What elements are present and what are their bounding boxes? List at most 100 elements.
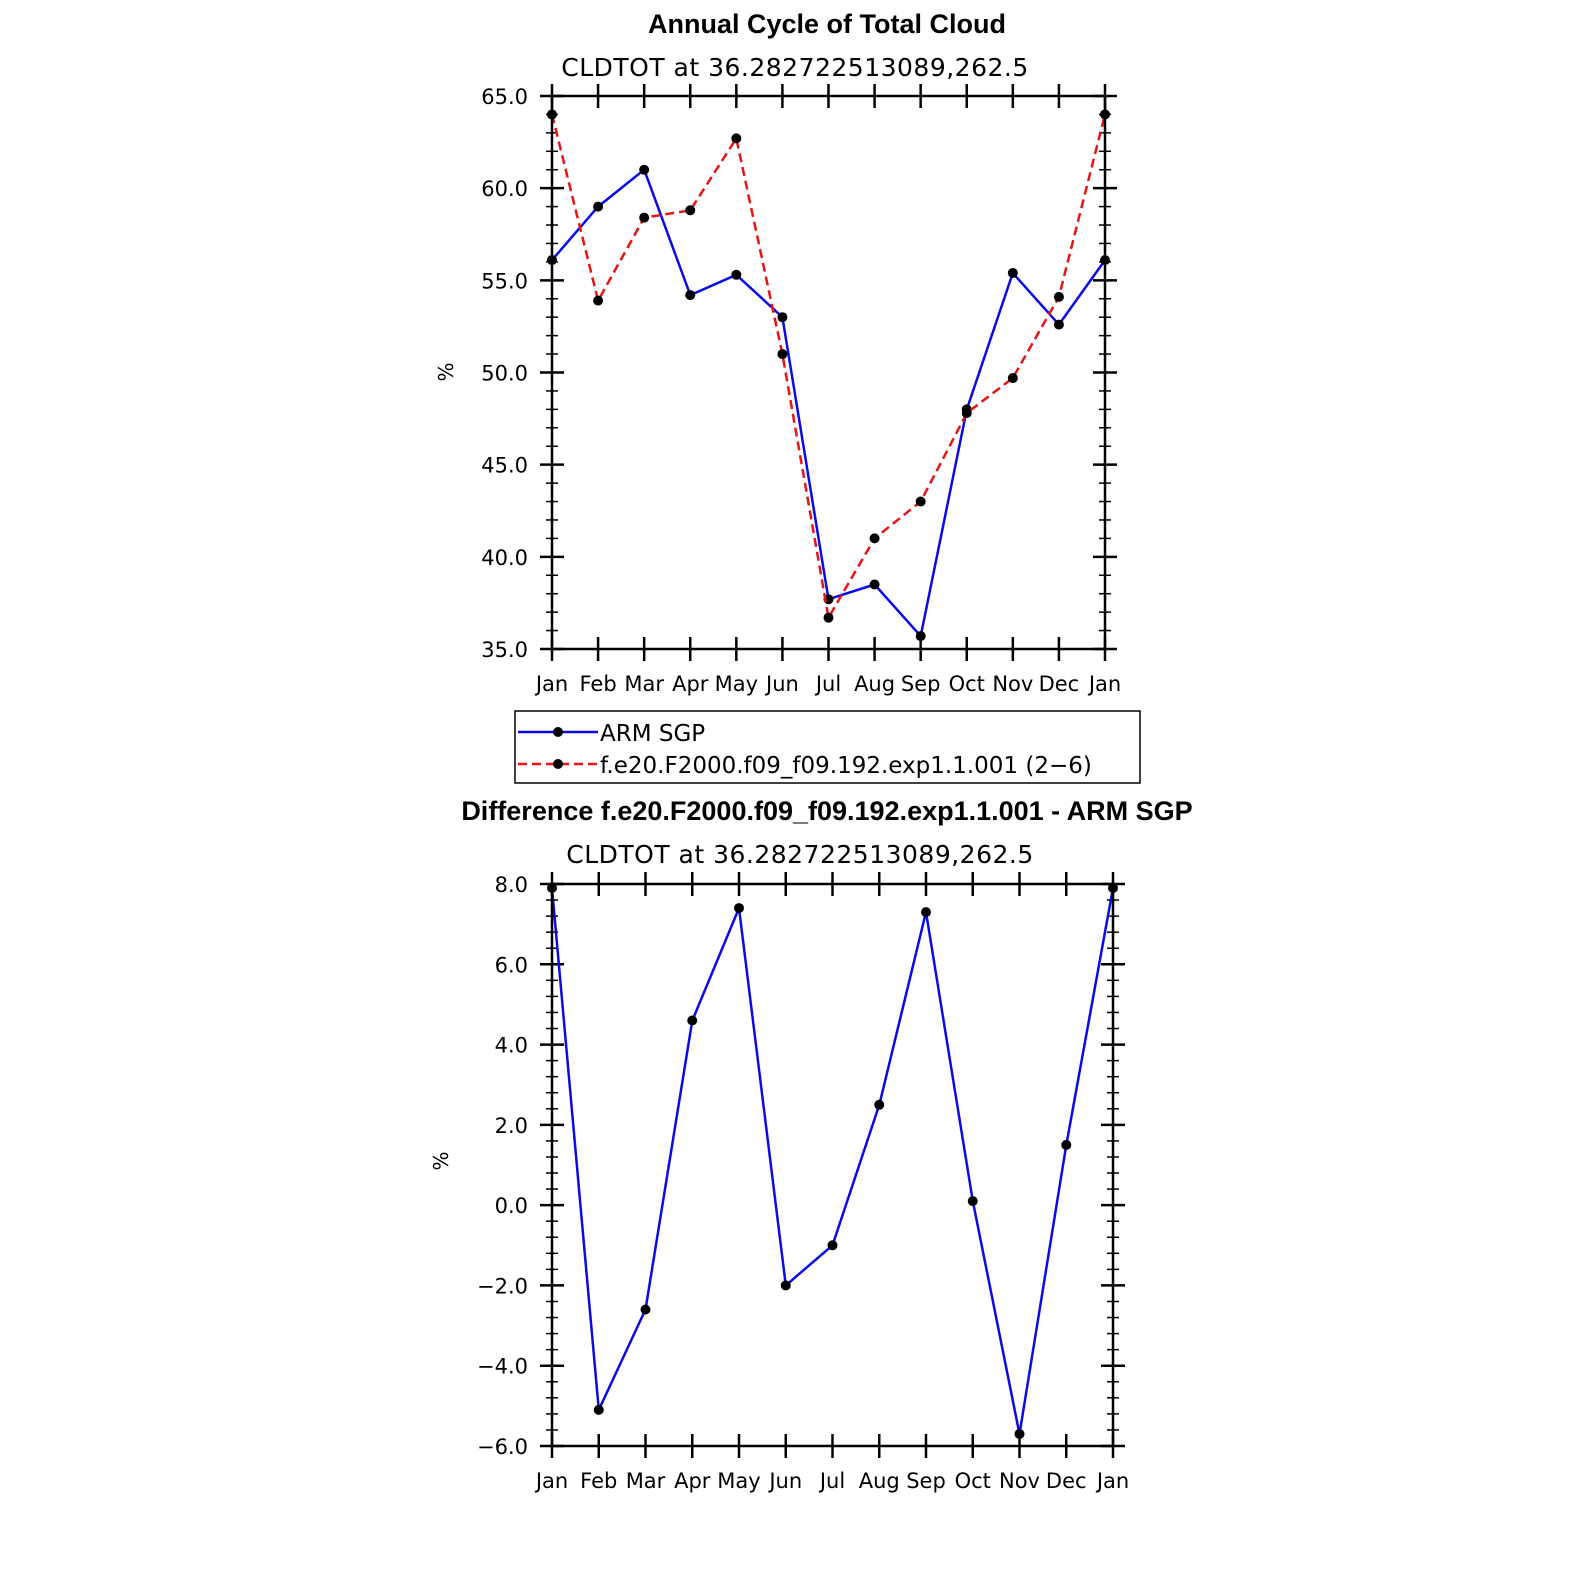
series-line-2 (550, 114, 1107, 619)
x-tick-label: Oct (949, 672, 985, 696)
x-tick-label: Jul (814, 672, 841, 696)
chart-title: Difference f.e20.F2000.f09_f09.192.exp1.… (461, 796, 1192, 826)
x-tick-label: Apr (674, 1469, 711, 1493)
data-point (685, 205, 696, 216)
data-point (1014, 1428, 1025, 1439)
series-line-1 (551, 168, 1107, 638)
data-point (639, 164, 650, 175)
y-axis-label: % (434, 362, 458, 381)
series-lines (547, 883, 1118, 1439)
data-point (687, 1015, 698, 1026)
x-tick-label: Mar (624, 672, 664, 696)
x-tick-label: Nov (999, 1469, 1040, 1493)
y-tick-label: 2.0 (495, 1114, 528, 1138)
x-tick-label: Dec (1039, 672, 1080, 696)
data-point (915, 631, 926, 642)
data-point (777, 312, 788, 323)
x-tick-label: Aug (854, 672, 895, 696)
plot-frame (550, 94, 1107, 651)
x-tick-label: Jan (1087, 672, 1121, 696)
series-lines (547, 109, 1110, 642)
data-point (685, 290, 696, 301)
x-tick-label: Nov (992, 672, 1033, 696)
x-tick-label: May (717, 1469, 760, 1493)
data-point (731, 133, 742, 144)
data-point (1007, 373, 1018, 384)
plot-border (550, 94, 1107, 651)
x-tick-label: Aug (859, 1469, 900, 1493)
data-point (874, 1099, 885, 1110)
data-point (1053, 291, 1064, 302)
data-point (869, 579, 880, 590)
data-point (961, 408, 972, 419)
plot-border (550, 882, 1115, 1448)
x-tick-label: Dec (1046, 1469, 1087, 1493)
x-tick-label: Feb (579, 672, 616, 696)
legend-marker-arm-sgp (553, 727, 563, 737)
chart-subtitle: CLDTOT at 36.282722513089,262.5 (566, 840, 1034, 869)
x-tick-label: Jun (764, 672, 799, 696)
legend-label-model: f.e20.F2000.f09_f09.192.exp1.1.001 (2−6) (600, 753, 1092, 779)
plot-frame (550, 882, 1115, 1448)
y-tick-label: 60.0 (481, 177, 528, 201)
y-tick-label: 35.0 (481, 638, 528, 662)
legend-label-arm-sgp: ARM SGP (600, 721, 705, 747)
x-tick-label: May (715, 672, 758, 696)
data-point (921, 907, 931, 918)
legend: ARM SGP f.e20.F2000.f09_f09.192.exp1.1.0… (514, 710, 1141, 784)
y-tick-label: 4.0 (495, 1034, 528, 1058)
y-tick-label: −4.0 (477, 1355, 528, 1379)
data-point (777, 349, 788, 360)
y-tick-label: 45.0 (481, 454, 528, 478)
series-line-1 (550, 887, 1115, 1436)
x-tick-label: Oct (955, 1469, 991, 1493)
data-point (869, 533, 880, 544)
tick-labels: Jan Feb Mar Apr May Jun Jul Aug Sep Oct Nov Dec Jan3… (481, 85, 1121, 696)
y-tick-label: 65.0 (481, 85, 528, 109)
data-point (734, 903, 744, 914)
data-point (1053, 319, 1064, 330)
data-point (915, 496, 926, 507)
x-tick-label: Sep (906, 1469, 946, 1493)
axis-ticks (540, 872, 1125, 1458)
data-point (823, 612, 834, 623)
chart-title: Annual Cycle of Total Cloud (648, 9, 1006, 39)
y-tick-label: −6.0 (477, 1435, 528, 1459)
y-tick-label: 40.0 (481, 546, 528, 570)
axis-ticks (540, 84, 1117, 661)
x-tick-label: Apr (672, 672, 709, 696)
x-tick-label: Jun (767, 1469, 802, 1493)
x-tick-label: Jan (534, 1469, 568, 1493)
difference-panel: Difference f.e20.F2000.f09_f09.192.exp1.… (429, 796, 1193, 1493)
annual-cycle-panel: Annual Cycle of Total Cloud CLDTOT at 36… (434, 9, 1121, 696)
data-point (1061, 1139, 1072, 1150)
y-tick-label: 55.0 (481, 269, 528, 293)
y-tick-label: 8.0 (495, 873, 528, 897)
data-point (731, 269, 742, 280)
x-tick-label: Feb (580, 1469, 617, 1493)
data-point (827, 1240, 838, 1251)
data-point (593, 295, 604, 306)
data-point (639, 212, 650, 223)
y-tick-label: 50.0 (481, 362, 528, 386)
data-point (1007, 267, 1018, 278)
tick-labels: Jan Feb Mar Apr May Jun Jul Aug Sep Oct Nov Dec Jan−… (477, 873, 1129, 1493)
x-tick-label: Mar (626, 1469, 666, 1493)
y-tick-label: 0.0 (495, 1194, 528, 1218)
y-tick-label: 6.0 (495, 953, 528, 977)
data-point (640, 1304, 651, 1315)
x-tick-label: Jan (1095, 1469, 1129, 1493)
data-point (593, 201, 604, 212)
data-point (780, 1280, 791, 1291)
y-axis-label: % (429, 1151, 453, 1170)
legend-marker-model (553, 759, 563, 769)
data-point (967, 1196, 978, 1207)
x-tick-label: Sep (901, 672, 941, 696)
legend-box (514, 710, 1141, 784)
x-tick-label: Jul (818, 1469, 845, 1493)
data-point (593, 1404, 604, 1415)
y-tick-label: −2.0 (477, 1274, 528, 1298)
chart-subtitle: CLDTOT at 36.282722513089,262.5 (561, 53, 1029, 82)
x-tick-label: Jan (534, 672, 568, 696)
